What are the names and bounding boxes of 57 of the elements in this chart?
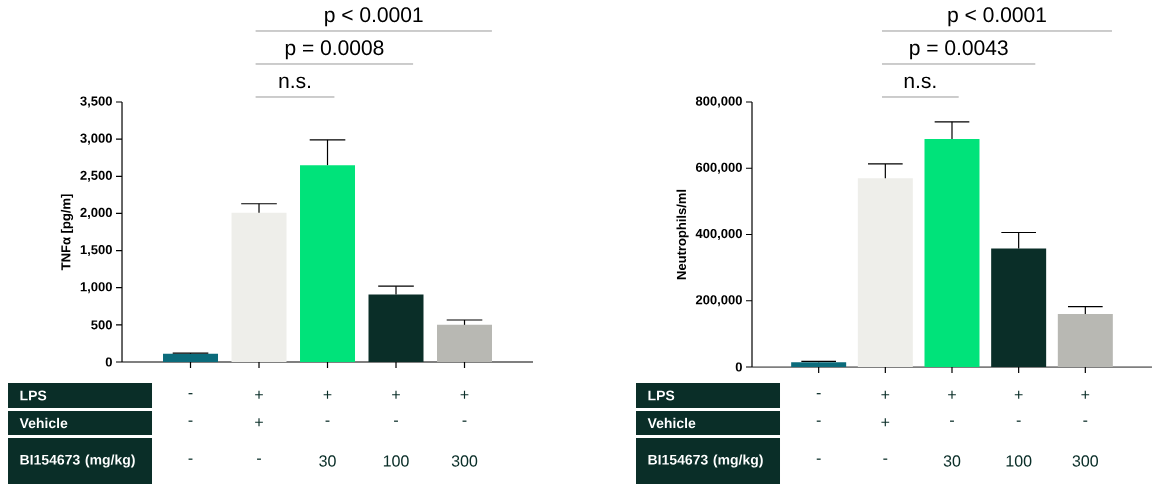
- y-tick-label: 3,500: [80, 96, 112, 108]
- y-tick-label: 400,000: [695, 228, 742, 241]
- text: Vehicle: [647, 417, 696, 429]
- text: -: [1083, 420, 1088, 422]
- text: -: [816, 420, 821, 422]
- text: +: [1081, 390, 1090, 399]
- text: 100: [383, 455, 409, 467]
- text: -: [883, 458, 888, 460]
- y-tick-label: 3,000: [80, 133, 112, 145]
- text: -: [394, 420, 398, 422]
- text: +: [460, 390, 469, 399]
- text: +: [881, 390, 890, 399]
- y-tick-label: 600,000: [695, 162, 742, 174]
- text: -: [816, 458, 821, 460]
- y-tick-label: 800,000: [695, 96, 742, 108]
- text: -: [950, 420, 954, 422]
- text: p < 0.0001: [948, 7, 1046, 27]
- text: +: [323, 390, 332, 399]
- text: n.s.: [904, 76, 936, 89]
- text: BI154673 (mg/kg): [648, 454, 763, 468]
- text: +: [255, 418, 263, 427]
- y-axis-title: TNFα [pg/m]: [60, 194, 74, 271]
- y-tick-label: 1,000: [80, 282, 112, 294]
- text: -: [188, 393, 193, 395]
- y-tick-label: 200,000: [695, 295, 742, 307]
- text: 300: [451, 455, 478, 467]
- text: p = 0.0043: [910, 40, 1008, 60]
- text: LPS: [648, 390, 675, 401]
- text: -: [188, 458, 193, 460]
- text: p < 0.0001: [325, 7, 423, 27]
- text: -: [325, 420, 330, 422]
- text: -: [257, 458, 261, 460]
- text: -: [1016, 420, 1021, 422]
- text: -: [816, 393, 821, 395]
- text: LPS: [20, 390, 47, 401]
- text: Vehicle: [19, 417, 68, 429]
- y-tick-label: 2,000: [80, 207, 112, 219]
- text: -: [188, 420, 193, 422]
- y-tick-label: 0: [735, 362, 742, 372]
- text: 30: [943, 455, 961, 467]
- text: +: [948, 390, 956, 399]
- y-tick-label: 1,500: [80, 245, 112, 257]
- text: 300: [1072, 455, 1099, 467]
- text: BI154673 (mg/kg): [20, 454, 135, 468]
- y-axis-title: Neutrophils/ml: [676, 189, 689, 280]
- text: p = 0.0008: [285, 40, 384, 60]
- text: -: [462, 420, 467, 422]
- text: +: [881, 418, 890, 427]
- text: +: [255, 390, 263, 399]
- text: 100: [1006, 455, 1032, 467]
- y-tick-label: 0: [105, 357, 112, 367]
- y-tick-label: 500: [91, 320, 112, 330]
- text: 30: [319, 455, 336, 467]
- y-tick-label: 2,500: [80, 170, 112, 182]
- text: n.s.: [279, 76, 311, 89]
- text: +: [1014, 390, 1023, 399]
- text: +: [392, 390, 400, 399]
